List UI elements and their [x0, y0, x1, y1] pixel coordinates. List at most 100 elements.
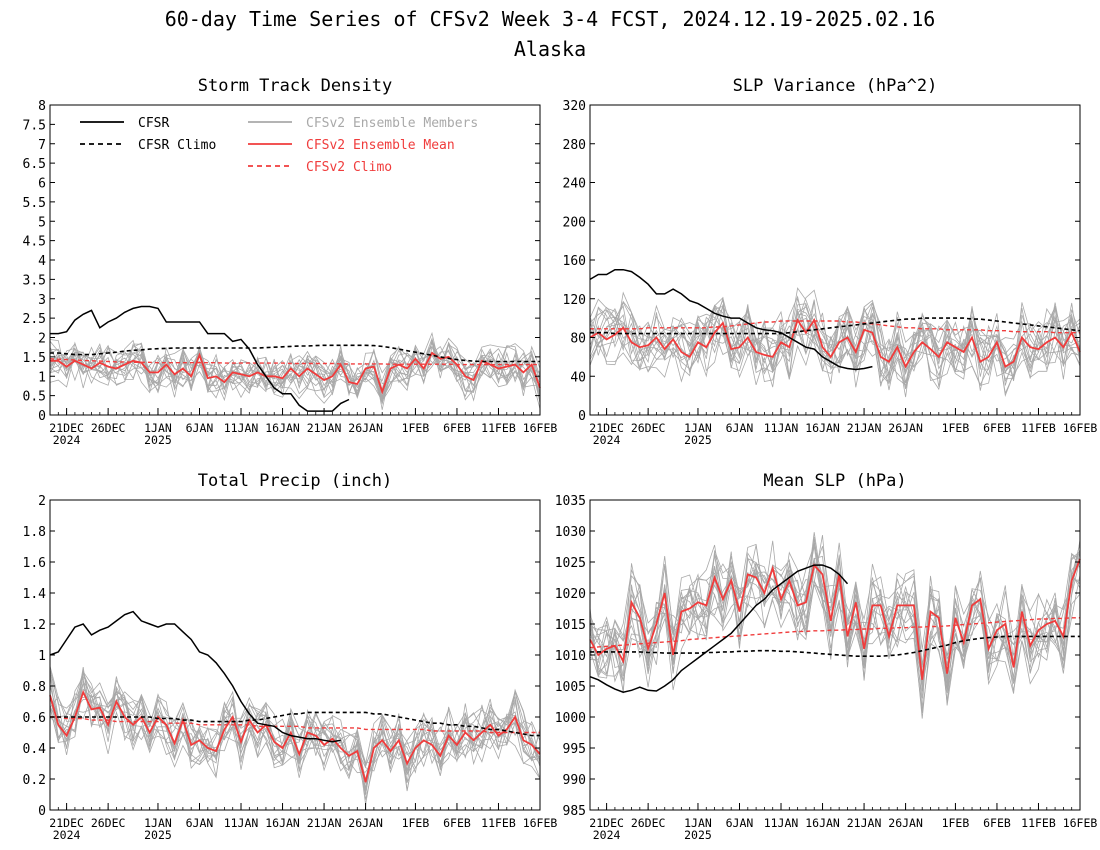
y-tick-label: 985	[563, 804, 586, 819]
x-tick-label: 1JAN	[144, 421, 172, 435]
y-tick-label: 1	[38, 370, 46, 385]
chart-panel-3: Total Precip (inch) 0 0.2 0.4 0.6 0.8 1 1.2 1.4 1…	[23, 471, 558, 842]
y-tick-label: 1.2	[23, 618, 46, 633]
y-tick-label: 0	[38, 804, 46, 819]
x-tick-label: 11FEB	[481, 816, 516, 830]
y-tick-label: 1015	[555, 618, 586, 633]
y-tick-label: 3	[38, 293, 46, 308]
y-tick-label: 5	[38, 215, 46, 230]
x-tick-label: 6JAN	[726, 421, 754, 435]
ensemble-member-line	[589, 556, 1081, 694]
ensemble-members	[589, 532, 1081, 719]
y-tick-label: 2.5	[23, 312, 46, 327]
ensemble-member-line	[49, 670, 541, 791]
legend-label-ens-mean: CFSv2 Ensemble Mean	[306, 138, 455, 153]
y-tick-label: 7.5	[23, 118, 46, 133]
y-tick-label: 0	[38, 409, 46, 424]
ensemble-mean-line	[50, 351, 541, 395]
x-year-label: 2024	[53, 828, 81, 842]
ensemble-members	[589, 287, 1081, 398]
y-tick-label: 0	[578, 409, 586, 424]
y-tick-label: 1.6	[23, 556, 46, 571]
x-year-label: 2024	[593, 433, 621, 447]
x-year-label: 2024	[593, 828, 621, 842]
y-tick-label: 0.8	[23, 680, 46, 695]
ensemble-member-line	[589, 291, 1081, 378]
x-tick-label: 11JAN	[224, 816, 259, 830]
y-tick-label: 2	[38, 494, 46, 509]
legend-label-cfsv2-climo: CFSv2 Climo	[306, 160, 392, 175]
x-tick-label: 16JAN	[265, 816, 300, 830]
x-tick-label: 26JAN	[888, 816, 923, 830]
y-tick-label: 0.6	[23, 711, 46, 726]
x-tick-label: 11FEB	[481, 421, 516, 435]
x-year-label: 2024	[53, 433, 81, 447]
y-tick-label: 4.5	[23, 235, 46, 250]
panel-title: Total Precip (inch)	[198, 471, 392, 491]
x-tick-label: 21DEC	[589, 816, 624, 830]
cfsv2-climo-line	[590, 320, 1080, 334]
y-tick-label: 990	[563, 773, 586, 788]
x-tick-label: 11JAN	[764, 421, 799, 435]
cfsv2-climo-line	[49, 358, 540, 366]
panel-title: SLP Variance (hPa^2)	[733, 76, 938, 96]
cfsr-climo-line	[590, 635, 1080, 658]
cfsr-climo-line	[590, 317, 1081, 335]
x-tick-label: 16FEB	[523, 816, 558, 830]
y-tick-label: 8	[38, 99, 46, 114]
ensemble-member-line	[49, 673, 541, 776]
x-tick-label: 6JAN	[186, 421, 214, 435]
figure-subtitle: Alaska	[514, 37, 586, 61]
x-tick-label: 6JAN	[726, 816, 754, 830]
ensemble-member-line	[589, 312, 1081, 398]
x-tick-label: 26JAN	[348, 421, 383, 435]
y-tick-label: 6.5	[23, 157, 46, 172]
y-tick-label: 240	[563, 177, 586, 192]
cfsv2-climo-line	[50, 716, 540, 734]
y-tick-label: 2	[38, 332, 46, 347]
x-tick-label: 1JAN	[684, 816, 712, 830]
ensemble-member-line	[49, 337, 541, 400]
x-tick-label: 21DEC	[589, 421, 624, 435]
x-year-label: 2025	[684, 828, 712, 842]
chart-panel-4: Mean SLP (hPa) 985 990 995 1000 1005 1010 1015 1…	[555, 471, 1098, 842]
x-tick-label: 21JAN	[847, 816, 882, 830]
x-year-label: 2025	[684, 433, 712, 447]
ensemble-member-line	[589, 539, 1081, 691]
x-tick-label: 26JAN	[348, 816, 383, 830]
x-tick-label: 11FEB	[1021, 816, 1056, 830]
x-tick-label: 26DEC	[91, 421, 126, 435]
y-tick-label: 3.5	[23, 273, 46, 288]
y-tick-label: 1.5	[23, 351, 46, 366]
cfsr-line	[50, 305, 350, 412]
x-tick-label: 26JAN	[888, 421, 923, 435]
plot-frame	[49, 499, 541, 811]
ensemble-member-line	[589, 305, 1081, 385]
x-tick-label: 1JAN	[684, 421, 712, 435]
ensemble-members	[49, 665, 541, 805]
cfsr-climo-line	[50, 344, 540, 363]
y-tick-label: 0.2	[23, 773, 46, 788]
x-year-label: 2025	[144, 828, 172, 842]
x-tick-label: 26DEC	[631, 816, 666, 830]
x-tick-label: 21DEC	[49, 421, 84, 435]
y-tick-label: 160	[563, 254, 586, 269]
x-tick-label: 16JAN	[805, 421, 840, 435]
cfsr-line	[589, 268, 873, 371]
x-tick-label: 6JAN	[186, 816, 214, 830]
ensemble-member-line	[589, 289, 1081, 378]
y-tick-label: 5.5	[23, 196, 46, 211]
cfsv2-climo-line	[589, 617, 1080, 649]
x-tick-label: 26DEC	[631, 421, 666, 435]
cfsr-climo-line	[50, 711, 540, 737]
x-tick-label: 6FEB	[983, 421, 1011, 435]
y-tick-label: 1.8	[23, 525, 46, 540]
y-tick-label: 1025	[555, 556, 586, 571]
x-tick-label: 1FEB	[942, 816, 970, 830]
y-tick-label: 1010	[555, 649, 586, 664]
chart-panel-2: SLP Variance (hPa^2) 0 40 80 120 160 200 240 280…	[563, 76, 1098, 447]
x-tick-label: 16FEB	[1063, 421, 1098, 435]
y-tick-label: 280	[563, 138, 586, 153]
x-tick-label: 11JAN	[224, 421, 259, 435]
y-tick-label: 320	[563, 99, 586, 114]
